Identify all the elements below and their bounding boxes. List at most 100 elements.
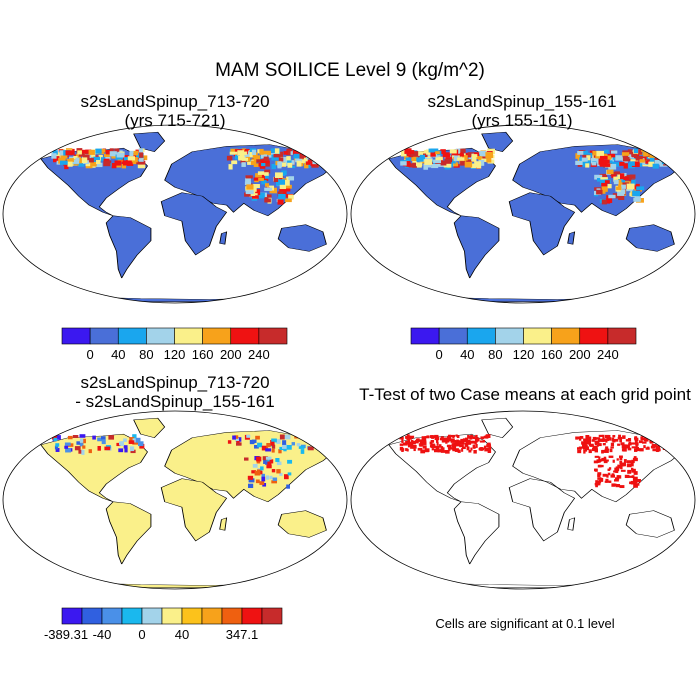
colorbar-label: 0 (138, 627, 145, 642)
grid-cell (455, 434, 458, 437)
grid-cell (405, 448, 408, 451)
grid-cell (639, 440, 643, 444)
grid-cell (252, 195, 259, 199)
grid-cell (265, 446, 269, 451)
grid-cell (435, 151, 440, 155)
grid-cell (673, 443, 678, 447)
colorbar-box (438, 327, 468, 345)
grid-cell (120, 441, 124, 446)
grid-cell (631, 475, 635, 479)
grid-cell (271, 448, 275, 453)
grid-cell (405, 161, 411, 167)
grid-cell (444, 158, 452, 164)
grid-cell (578, 446, 584, 449)
grid-cell (596, 189, 603, 195)
grid-cell (657, 151, 664, 155)
grid-cell (613, 179, 619, 185)
grid-cell (319, 148, 327, 155)
grid-cell (605, 163, 611, 167)
grid-cell (602, 434, 605, 439)
grid-cell (281, 172, 286, 176)
grid-cell (260, 159, 265, 165)
grid-cell (401, 439, 404, 443)
grid-cell (616, 186, 622, 191)
grid-cell (633, 197, 641, 202)
grid-cell (139, 152, 144, 158)
grid-cell (614, 479, 619, 482)
grid-cell (261, 174, 268, 179)
grid-cell (64, 445, 69, 449)
grid-cell (651, 148, 659, 155)
grid-cell (630, 480, 635, 485)
grid-cell (247, 160, 254, 165)
map-body (41, 418, 339, 588)
grid-cell (670, 445, 675, 450)
grid-cell (287, 459, 293, 464)
grid-cell (96, 158, 101, 165)
grid-cell (276, 439, 281, 444)
grid-cell (482, 439, 486, 443)
grid-cell (631, 161, 640, 167)
grid-cell (640, 436, 644, 440)
grid-cell (623, 176, 629, 181)
grid-cell (601, 182, 608, 187)
grid-cell (453, 162, 459, 167)
map-panel-2 (350, 124, 696, 304)
grid-cell (673, 153, 681, 159)
grid-cell (605, 478, 609, 482)
grid-cell (578, 436, 582, 440)
grid-cell (619, 162, 625, 166)
grid-cell (250, 192, 256, 196)
grid-cell (280, 157, 289, 163)
grid-cell (665, 436, 671, 440)
grid-cell (452, 446, 457, 450)
grid-cell (137, 163, 146, 169)
grid-cell (581, 157, 588, 162)
grid-cell (647, 434, 651, 439)
grid-cell (487, 449, 492, 454)
grid-cell (323, 443, 327, 448)
grid-cell (271, 438, 277, 443)
grid-cell (72, 159, 80, 164)
grid-cell (631, 151, 637, 157)
grid-cell (654, 159, 662, 165)
grid-cell (238, 156, 245, 161)
grid-cell (636, 448, 640, 452)
grid-cell (133, 150, 139, 156)
grid-cell (672, 149, 679, 154)
grid-cell (82, 445, 86, 449)
grid-cell (431, 444, 436, 449)
grid-cell (482, 447, 485, 451)
grid-cell (236, 440, 240, 444)
grid-cell (486, 157, 492, 163)
grid-cell (400, 161, 407, 166)
grid-cell (261, 473, 266, 478)
grid-cell (137, 160, 146, 165)
grid-cell (53, 437, 58, 442)
grid-cell (604, 180, 610, 184)
grid-cell (104, 446, 111, 451)
colorbar-label: 0 (435, 347, 442, 362)
grid-cell (282, 444, 287, 449)
grid-cell (592, 439, 595, 442)
grid-cell (594, 483, 599, 486)
colorbar-label: 40 (460, 347, 474, 362)
grid-cell (639, 159, 645, 163)
grid-cell (272, 477, 278, 481)
grid-cell (77, 163, 85, 167)
grid-cell (132, 438, 137, 443)
grid-cell (443, 163, 451, 168)
grid-cell (253, 177, 261, 181)
grid-cell (263, 156, 269, 162)
grid-cell (586, 155, 591, 161)
grid-cell (257, 442, 263, 448)
grid-cell (466, 442, 472, 445)
panel-2-title-line1: s2sLandSpinup_155-161 (427, 92, 617, 111)
grid-cell (277, 199, 284, 205)
grid-cell (603, 456, 607, 460)
grid-cell (97, 446, 101, 451)
grid-cell (446, 444, 450, 448)
grid-cell (597, 477, 602, 480)
grid-cell (292, 149, 301, 156)
grid-cell (596, 444, 599, 447)
